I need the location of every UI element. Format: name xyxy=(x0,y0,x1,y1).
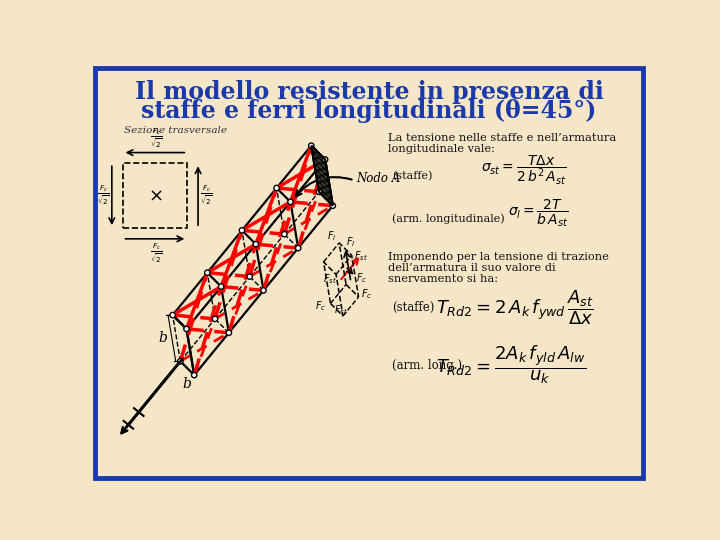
Text: La tensione nelle staffe e nell’armatura: La tensione nelle staffe e nell’armatura xyxy=(388,133,616,143)
Circle shape xyxy=(282,232,287,237)
Text: $\sigma_l = \dfrac{2T}{b\,A_{st}}$: $\sigma_l = \dfrac{2T}{b\,A_{st}}$ xyxy=(508,197,568,228)
Text: $\sigma_{st} = \dfrac{T\Delta x}{2\,b^2\,A_{st}}$: $\sigma_{st} = \dfrac{T\Delta x}{2\,b^2\… xyxy=(481,153,567,187)
Circle shape xyxy=(274,185,279,191)
Circle shape xyxy=(184,326,189,332)
Circle shape xyxy=(288,199,293,205)
Text: b: b xyxy=(183,377,192,392)
Text: $F_l$: $F_l$ xyxy=(346,235,356,249)
Circle shape xyxy=(330,203,336,208)
Circle shape xyxy=(226,330,232,335)
Text: (arm. long.): (arm. long.) xyxy=(392,359,462,372)
Circle shape xyxy=(212,316,217,322)
Circle shape xyxy=(178,359,183,364)
Polygon shape xyxy=(311,146,333,206)
Text: $F_c$: $F_c$ xyxy=(361,287,372,301)
Text: snervamento si ha:: snervamento si ha: xyxy=(388,274,498,284)
Circle shape xyxy=(261,288,266,293)
Text: $T_{Rd2} = 2\,A_k\,f_{ywd}\,\dfrac{A_{st}}{\Delta x}$: $T_{Rd2} = 2\,A_k\,f_{ywd}\,\dfrac{A_{st… xyxy=(436,288,593,327)
Text: $F_{st}$: $F_{st}$ xyxy=(354,249,368,263)
Text: (staffe): (staffe) xyxy=(392,301,434,314)
Text: Il modello resistente in presenza di: Il modello resistente in presenza di xyxy=(135,80,603,104)
Text: $F_c$: $F_c$ xyxy=(356,271,368,285)
Text: Nodo A: Nodo A xyxy=(356,172,401,185)
Text: $\frac{F_c}{\sqrt{2}}$: $\frac{F_c}{\sqrt{2}}$ xyxy=(150,241,163,265)
Circle shape xyxy=(309,143,314,148)
Text: $\frac{F_c}{\sqrt{2}}$: $\frac{F_c}{\sqrt{2}}$ xyxy=(96,184,109,207)
Circle shape xyxy=(170,312,176,318)
Text: Sezione trasversale: Sezione trasversale xyxy=(124,126,227,135)
Text: (staffe): (staffe) xyxy=(392,171,433,181)
Text: staffe e ferri longitudinali (θ=45°): staffe e ferri longitudinali (θ=45°) xyxy=(141,99,597,123)
Text: $T_{Rd2} = \dfrac{2A_k\,f_{yld}\,A_{lw}}{u_k}$: $T_{Rd2} = \dfrac{2A_k\,f_{yld}\,A_{lw}}… xyxy=(436,344,586,386)
Circle shape xyxy=(247,274,252,279)
Text: $\frac{F_c}{\sqrt{2}}$: $\frac{F_c}{\sqrt{2}}$ xyxy=(150,127,163,150)
Circle shape xyxy=(204,270,210,275)
Circle shape xyxy=(218,284,224,289)
FancyBboxPatch shape xyxy=(95,68,643,477)
Text: (arm. longitudinale): (arm. longitudinale) xyxy=(392,213,505,224)
Text: longitudinale vale:: longitudinale vale: xyxy=(388,144,495,154)
Circle shape xyxy=(323,157,328,162)
Text: b: b xyxy=(158,331,167,345)
Text: Imponendo per la tensione di trazione: Imponendo per la tensione di trazione xyxy=(388,252,609,262)
Circle shape xyxy=(239,228,245,233)
Text: $F_{st}$: $F_{st}$ xyxy=(334,303,348,316)
Text: $F_l$: $F_l$ xyxy=(328,229,337,243)
Text: $F_c$: $F_c$ xyxy=(315,300,327,313)
Text: $\times$: $\times$ xyxy=(148,187,162,205)
Circle shape xyxy=(192,373,197,378)
Bar xyxy=(122,164,187,228)
Text: $\frac{F_c}{\sqrt{2}}$: $\frac{F_c}{\sqrt{2}}$ xyxy=(200,184,213,207)
Circle shape xyxy=(253,241,258,247)
Text: dell’armatura il suo valore di: dell’armatura il suo valore di xyxy=(388,263,556,273)
Circle shape xyxy=(295,245,301,251)
Circle shape xyxy=(316,189,322,194)
Text: $F_{st}$: $F_{st}$ xyxy=(323,273,337,286)
